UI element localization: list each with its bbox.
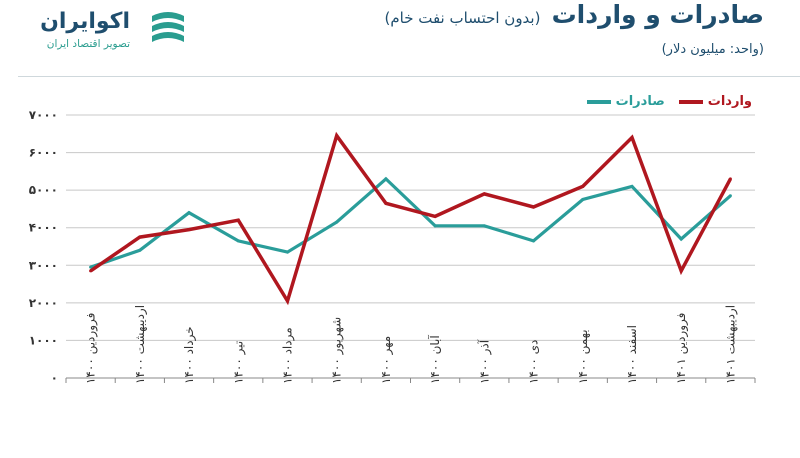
logo-tagline: تصویر اقتصاد ایران (46, 38, 130, 50)
exports-point (532, 239, 536, 243)
unit-label: (واحد: میلیون دلار) (661, 42, 764, 57)
x-tick-label: شهریور ۱۴۰۰ (330, 317, 345, 384)
chart-title: صادرات و واردات (551, 0, 764, 29)
legend-label-exports: صادرات (615, 94, 665, 109)
y-tick-label: ۱۰۰۰ (29, 333, 58, 347)
header: اکوایران تصویر اقتصاد ایران صادرات و وار… (0, 0, 800, 80)
x-tick-label: آبان ۱۴۰۰ (427, 335, 442, 384)
exports-point (89, 265, 93, 269)
x-tick-label: فروردین ۱۴۰۱ (674, 313, 689, 384)
x-tick-label: آذر ۱۴۰۰ (476, 339, 492, 384)
x-tick-label: اردیبهشت ۱۴۰۰ (133, 305, 148, 384)
exports-point (482, 224, 486, 228)
exports-line (90, 176, 732, 269)
chart-subtitle: (بدون احتساب نفت خام) (384, 9, 541, 27)
logo[interactable]: اکوایران تصویر اقتصاد ایران (18, 6, 188, 56)
y-tick-label: ۵۰۰۰ (29, 183, 58, 197)
legend-item-imports: واردات (678, 94, 752, 109)
x-tick-label: دی ۱۴۰۰ (527, 340, 541, 384)
exports-point (138, 248, 142, 252)
imports-line (89, 131, 732, 306)
ecoiran-logo-icon (152, 12, 184, 42)
legend-swatch-exports (586, 99, 611, 104)
chart-title-block: صادرات و واردات (بدون احتساب نفت خام) (384, 0, 764, 29)
x-tick-label: مرداد ۱۴۰۰ (280, 327, 295, 384)
legend: واردات صادرات (586, 94, 752, 109)
exports-point (728, 194, 732, 198)
imports-point (433, 214, 437, 218)
x-tick-label: تیر ۱۴۰۰ (231, 341, 246, 384)
exports-point (630, 184, 634, 188)
imports-point (335, 134, 339, 138)
imports-point (138, 235, 142, 239)
imports-point (679, 269, 683, 273)
exports-point (384, 177, 388, 181)
imports-point (384, 201, 388, 205)
imports-point (630, 136, 634, 140)
logo-name: اکوایران (40, 9, 130, 34)
x-tick-label: خرداد ۱۴۰۰ (182, 326, 197, 384)
y-tick-label: ۷۰۰۰ (29, 108, 58, 122)
imports-point (89, 269, 93, 273)
y-tick-label: ۳۰۰۰ (29, 258, 58, 272)
y-tick-label: ۲۰۰۰ (29, 296, 58, 310)
exports-point (285, 250, 289, 254)
legend-label-imports: واردات (707, 94, 752, 109)
header-divider (18, 76, 800, 77)
y-tick-label: ۰ (51, 371, 58, 385)
legend-item-exports: صادرات (586, 94, 665, 109)
imports-point (728, 177, 732, 181)
x-tick-label: بهمن ۱۴۰۰ (576, 329, 591, 384)
imports-point (482, 192, 486, 196)
imports-point (285, 299, 289, 303)
imports-point (581, 184, 585, 188)
exports-point (335, 220, 339, 224)
x-tick-label: اردیبهشت ۱۴۰۱ (723, 305, 738, 384)
y-tick-label: ۴۰۰۰ (29, 221, 58, 235)
exports-point (236, 239, 240, 243)
y-tick-label: ۶۰۰۰ (29, 146, 58, 160)
legend-swatch-imports (678, 99, 703, 104)
exports-point (433, 224, 437, 228)
exports-point (679, 237, 683, 241)
x-tick-label: اسفند ۱۴۰۰ (625, 325, 639, 384)
exports-point (187, 211, 191, 215)
x-tick-label: مهر ۱۴۰۰ (379, 336, 394, 384)
imports-point (236, 218, 240, 222)
imports-point (187, 228, 191, 232)
imports-point (532, 205, 536, 209)
x-tick-label: فروردین ۱۴۰۰ (84, 313, 99, 384)
exports-point (581, 198, 585, 202)
